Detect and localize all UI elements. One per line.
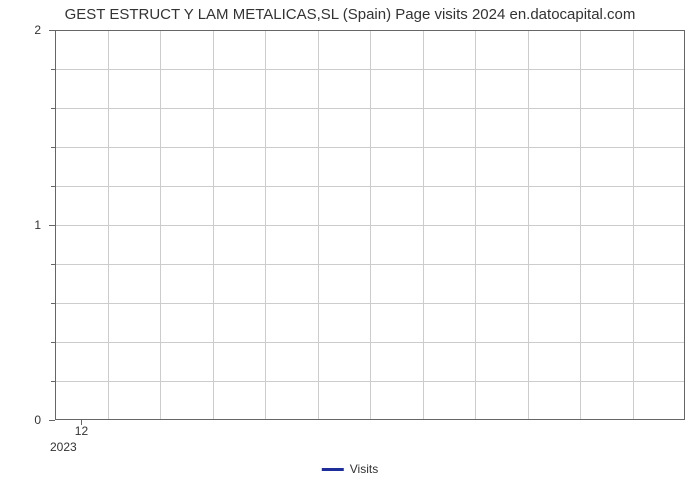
y-tick-label: 2 xyxy=(0,23,41,37)
y-minor-tick xyxy=(51,69,55,70)
plot-border xyxy=(55,30,685,420)
chart-plot-area xyxy=(55,30,685,420)
x-tick-mark xyxy=(81,420,82,425)
y-major-tick xyxy=(49,30,55,31)
y-major-tick xyxy=(49,420,55,421)
y-minor-tick xyxy=(51,303,55,304)
y-minor-tick xyxy=(51,147,55,148)
x-tick-label: 12 xyxy=(75,424,88,438)
y-minor-tick xyxy=(51,381,55,382)
y-tick-label: 0 xyxy=(0,413,41,427)
chart-legend: Visits xyxy=(322,462,378,476)
y-major-tick xyxy=(49,225,55,226)
legend-swatch xyxy=(322,468,344,471)
y-minor-tick xyxy=(51,186,55,187)
y-minor-tick xyxy=(51,342,55,343)
chart-title: GEST ESTRUCT Y LAM METALICAS,SL (Spain) … xyxy=(0,6,700,23)
y-minor-tick xyxy=(51,108,55,109)
y-minor-tick xyxy=(51,264,55,265)
x-year-label: 2023 xyxy=(50,440,77,454)
legend-label: Visits xyxy=(350,462,378,476)
y-tick-label: 1 xyxy=(0,218,41,232)
